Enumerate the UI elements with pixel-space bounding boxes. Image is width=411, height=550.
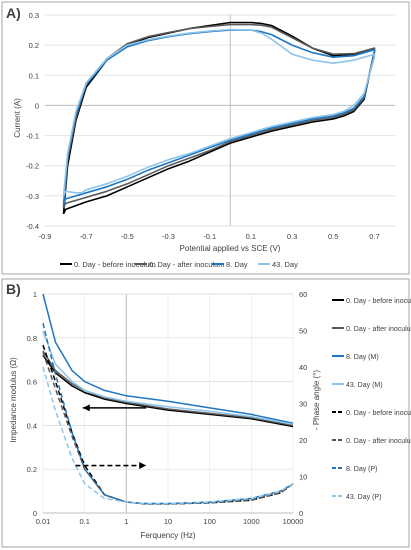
panel-a-xlabel: Potential applied vs SCE (V) [180,244,281,253]
panel-a: A) -0.4 -0.3 -0.2 -0.1 0 0.1 0.2 0.3 -0.9 -0.7 -0.… [1,1,410,275]
series-b-3 [42,330,294,426]
xtick-b: 1000 [243,517,260,526]
panel-a-label: A) [6,5,21,21]
ytick-a: -0.4 [26,222,39,231]
xtick-b: 1 [124,517,128,526]
legend-b-label: 43. Day (M) [346,382,383,389]
legend-b-label: 8. Day (M) [346,354,379,361]
legend-b-label: 0. Day - before inoculum (P) [346,410,411,417]
ytick-b: 1 [33,290,37,299]
panel-b-y2label: - Phase angle (°) [312,370,321,430]
ytick-a: -0.1 [26,132,39,141]
y2tick-b: 10 [299,473,307,482]
y2tick-b: 0 [299,509,303,518]
legend-a-label: 43. Day [272,260,298,269]
series-b-7 [42,366,294,505]
xtick-b: 0.01 [36,517,51,526]
legend-b-label: 8. Day (P) [346,466,378,473]
ytick-a: 0 [35,101,39,110]
ytick-a: 0.2 [29,41,39,50]
xtick-a: -0.9 [39,232,52,241]
series-b-1 [42,350,294,427]
legend-b-label: 0. Day - before inoculum (M) [346,298,411,305]
xtick-b: 0.1 [79,517,89,526]
ytick-b: 0.6 [27,378,37,387]
panel-b-ylabel: Impedance modulus (Ω) [9,357,18,443]
ytick-b: 0.2 [27,465,37,474]
xtick-a: 0.5 [328,232,338,241]
annotation-arrow-1 [75,462,147,470]
ytick-b: 0.8 [27,334,37,343]
ytick-a: 0.1 [29,71,39,80]
ytick-b: 0 [33,509,37,518]
ytick-b: 0.4 [27,421,37,430]
series-a-3 [62,28,376,197]
xtick-b: 10000 [283,517,304,526]
ytick-a: -0.2 [26,162,39,171]
y2tick-b: 30 [299,400,307,409]
series-b-5 [42,352,294,505]
y2tick-b: 20 [299,436,307,445]
xtick-a: -0.3 [162,232,175,241]
xtick-a: -0.7 [80,232,93,241]
legend-b-label: 0. Day - after inoculum (P) [346,438,411,445]
series-b-2 [42,293,294,424]
xtick-a: -0.5 [121,232,134,241]
xtick-a: 0.1 [246,232,256,241]
ytick-a: 0.3 [29,11,39,20]
legend-a-label: 0. Day - after inoculum [149,260,224,269]
panel-a-ylabel: Current (A) [13,98,22,138]
legend-a-label: 0. Day - before inoculum [74,260,156,269]
legend-a-label: 8. Day [226,260,248,269]
y2tick-b: 60 [299,290,307,299]
xtick-a: 0.7 [369,232,379,241]
legend-b-label: 43. Day (P) [346,494,381,501]
legend-b-label: 0. Day - after inoculum (M) [346,326,411,333]
xtick-b: 100 [203,517,216,526]
panel-b-label: B) [6,281,21,297]
xtick-b: 10 [164,517,172,526]
xtick-a: -0.1 [203,232,216,241]
y2tick-b: 50 [299,327,307,336]
y2tick-b: 40 [299,363,307,372]
annotation-arrow-0 [82,404,147,412]
series-b-0 [42,354,294,428]
xtick-a: 0.3 [287,232,297,241]
ytick-a: -0.3 [26,192,39,201]
panel-b-xlabel: Ferquency (Hz) [140,531,195,540]
